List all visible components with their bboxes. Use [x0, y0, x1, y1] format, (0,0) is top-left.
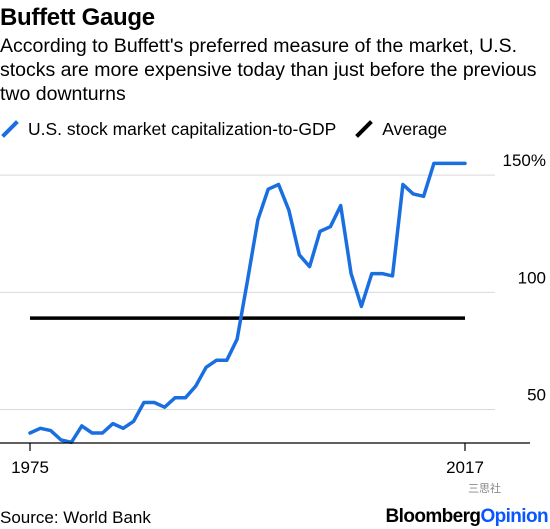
x-tick-label-0: 1975: [11, 458, 49, 477]
legend-item-series: U.S. stock market capitalization-to-GDP: [0, 119, 336, 140]
chart-title: Buffett Gauge: [0, 4, 155, 31]
axis-layer: 50 100 150% 1975 2017: [0, 151, 546, 477]
y-tick-label-2: 150%: [503, 151, 546, 170]
legend-label-average: Average: [382, 118, 448, 139]
source-note: Source: World Bank: [0, 508, 151, 527]
x-tick-label-1: 2017: [446, 458, 484, 477]
watermark: 三思社: [468, 483, 501, 495]
legend-swatch-series-line: [1, 120, 19, 138]
legend: U.S. stock market capitalization-to-GDP …: [0, 118, 465, 140]
legend-swatch-average-line: [355, 120, 374, 138]
legend-item-average: Average: [354, 119, 447, 140]
series-line-market-cap-to-gdp: [28, 161, 467, 445]
brand-logo: BloombergOpinion: [385, 506, 549, 528]
y-tick-label-0: 50: [527, 386, 546, 405]
legend-label-series: U.S. stock market capitalization-to-GDP: [28, 118, 337, 139]
series-layer: [28, 161, 467, 445]
brand-logo-part1: Bloomberg: [385, 506, 481, 527]
gridlines: [0, 174, 495, 411]
chart-plot: 50 100 150% 1975 2017: [0, 151, 546, 477]
y-tick-label-1: 100: [518, 268, 546, 287]
legend-swatch-average: [355, 120, 374, 138]
legend-swatch-series: [1, 120, 19, 138]
brand-logo-part2: Opinion: [480, 506, 548, 527]
chart-subtitle: According to Buffett's preferred measure…: [0, 35, 537, 105]
